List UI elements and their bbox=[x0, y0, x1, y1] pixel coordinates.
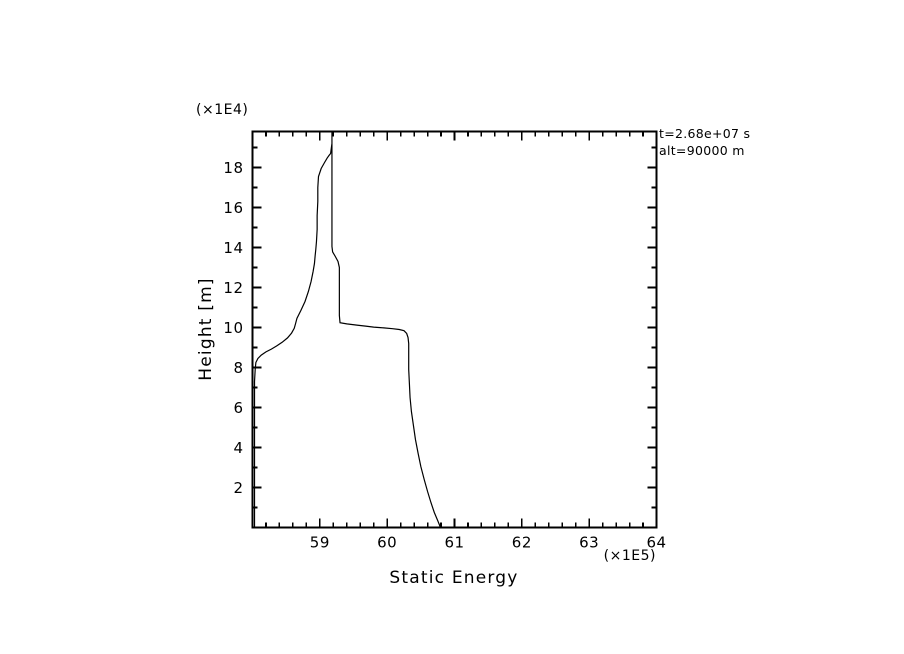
y-tick-label: 2 bbox=[233, 479, 243, 497]
y-tick-label: 16 bbox=[223, 199, 243, 217]
annotation-altitude: alt=90000 m bbox=[659, 143, 745, 158]
y-tick-label: 10 bbox=[223, 319, 243, 337]
x-axis-ticks bbox=[251, 131, 658, 528]
y-axis-tick-labels: 2 4 6 8 10 12 14 16 18 bbox=[223, 159, 243, 497]
y-tick-label: 4 bbox=[233, 439, 243, 457]
x-axis-tick-labels: 59 60 61 62 63 64 bbox=[310, 534, 666, 552]
y-tick-label: 14 bbox=[223, 239, 243, 257]
static-energy-profile-curve bbox=[253, 131, 441, 528]
y-axis-title: Height [m] bbox=[196, 277, 216, 380]
x-tick-label: 61 bbox=[444, 534, 464, 552]
x-axis-title: Static Energy bbox=[389, 568, 518, 588]
plot-frame bbox=[251, 130, 658, 529]
y-tick-label: 8 bbox=[233, 359, 243, 377]
x-axis-multiplier-label: (×1E5) bbox=[604, 548, 656, 564]
y-axis-multiplier-label: (×1E4) bbox=[196, 102, 248, 118]
x-tick-label: 60 bbox=[377, 534, 397, 552]
annotation-time: t=2.68e+07 s bbox=[659, 126, 750, 141]
x-tick-label: 63 bbox=[579, 534, 599, 552]
x-tick-label: 64 bbox=[646, 534, 666, 552]
x-tick-label: 59 bbox=[310, 534, 330, 552]
y-tick-label: 6 bbox=[233, 399, 243, 417]
y-tick-label: 12 bbox=[223, 279, 243, 297]
x-tick-label: 62 bbox=[512, 534, 532, 552]
y-tick-label: 18 bbox=[223, 159, 243, 177]
y-axis-ticks bbox=[252, 146, 657, 529]
